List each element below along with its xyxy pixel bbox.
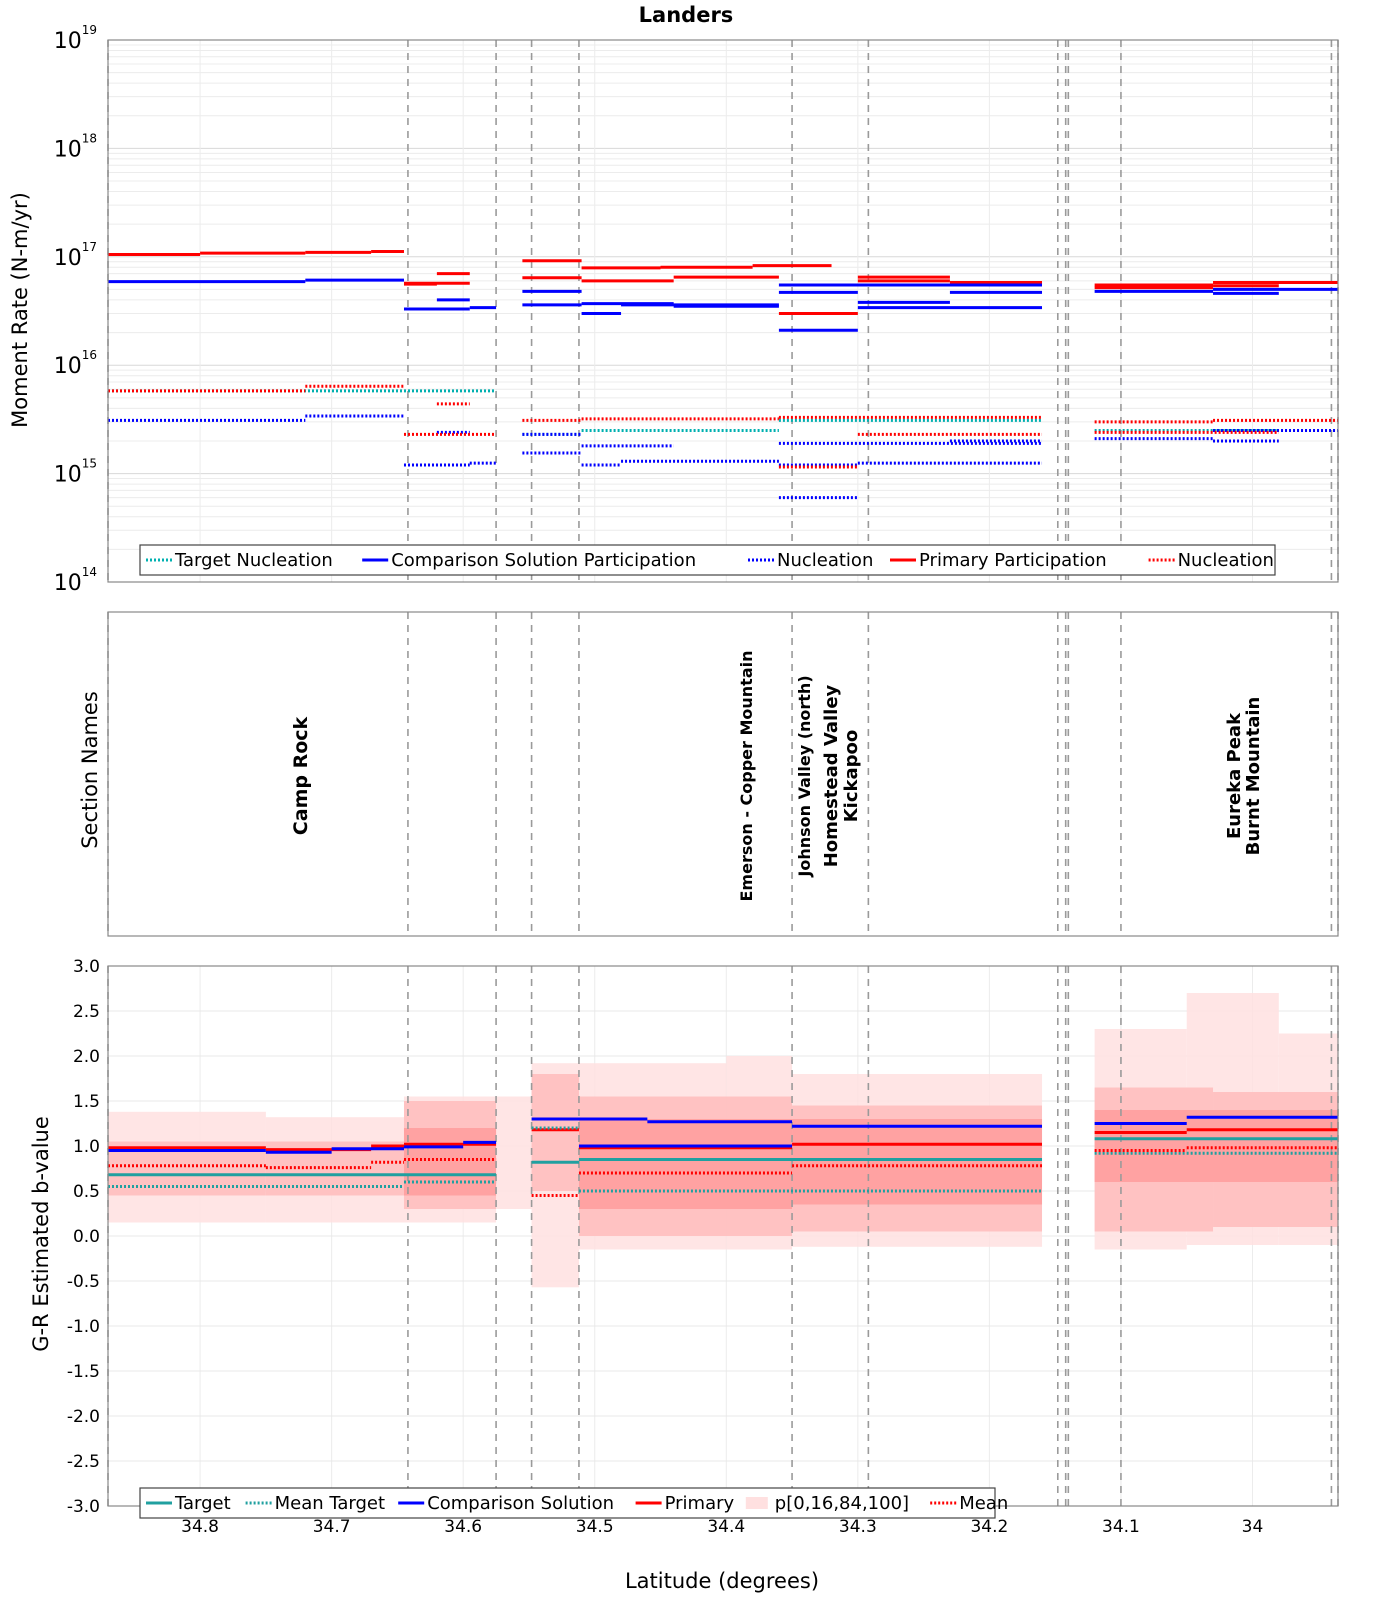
y-tick-label: 1015 bbox=[54, 457, 97, 488]
section-label: Camp Rock bbox=[290, 716, 312, 835]
percentile-band bbox=[1094, 1110, 1338, 1182]
percentile-band bbox=[578, 1119, 793, 1209]
y-tick-label: 1018 bbox=[54, 131, 97, 162]
y-tick-label: -1.0 bbox=[67, 1317, 100, 1337]
x-tick-label: 34.5 bbox=[576, 1517, 614, 1537]
y-tick-label: 1014 bbox=[54, 565, 97, 596]
x-tick-label: 34.3 bbox=[839, 1517, 877, 1537]
y-tick-label: 1.5 bbox=[73, 1092, 100, 1112]
b-value-legend bbox=[139, 1487, 996, 1519]
y-tick-label: 2.0 bbox=[73, 1047, 100, 1067]
legend-label: Primary Participation bbox=[919, 550, 1107, 571]
b-value-panel: 3.0 2.5 2.0 1.5 1.0 0.5 0.0 -0.5 -1.0 -1.5 -2.0 -2.… bbox=[67, 957, 1339, 1537]
panel-frame bbox=[107, 611, 1339, 937]
panel-frame bbox=[107, 39, 1339, 583]
x-tick-label: 34 bbox=[1242, 1517, 1264, 1537]
legend-label: Nucleation bbox=[1178, 550, 1274, 571]
y-tick-label: -2.0 bbox=[67, 1407, 100, 1427]
y-tick-label: 0.5 bbox=[73, 1182, 100, 1202]
section-label: Homestead Valley bbox=[821, 684, 842, 867]
x-tick-label: 34.7 bbox=[313, 1517, 351, 1537]
section-names-panel: Camp Rock Emerson - Copper Mountain Johnso… bbox=[107, 611, 1339, 937]
chart-title: Landers bbox=[639, 3, 734, 27]
section-label: Johnson Valley (north) bbox=[795, 675, 814, 877]
legend-label: Primary bbox=[665, 1493, 735, 1514]
b-value-ylabel: G-R Estimated b-value bbox=[29, 1116, 53, 1352]
y-tick-label: -1.5 bbox=[67, 1362, 100, 1382]
legend-label: Target Nucleation bbox=[174, 550, 333, 571]
moment-rate-ylabel: Moment Rate (N-m/yr) bbox=[8, 192, 32, 428]
x-axis-label: Latitude (degrees) bbox=[625, 1569, 819, 1593]
x-tick-label: 34.1 bbox=[1102, 1517, 1140, 1537]
x-tick-label: 34.8 bbox=[181, 1517, 219, 1537]
y-tick-label: -0.5 bbox=[67, 1272, 100, 1292]
legend-label: p[0,16,84,100] bbox=[775, 1493, 909, 1514]
x-tick-label: 34.4 bbox=[707, 1517, 745, 1537]
y-tick-label: 1019 bbox=[54, 23, 97, 54]
y-tick-label: 1017 bbox=[54, 240, 97, 271]
y-tick-label: 1016 bbox=[54, 348, 97, 379]
legend-label: Mean Target bbox=[275, 1493, 385, 1514]
y-tick-label: 3.0 bbox=[73, 957, 100, 977]
legend-label: Mean bbox=[959, 1493, 1008, 1514]
section-label: Emerson - Copper Mountain bbox=[737, 651, 756, 902]
percentile-band bbox=[403, 1128, 497, 1196]
y-tick-label: 0.0 bbox=[73, 1227, 100, 1247]
y-tick-label: -3.0 bbox=[67, 1497, 100, 1517]
x-tick-label: 34.2 bbox=[970, 1517, 1008, 1537]
moment-rate-legend bbox=[139, 544, 1276, 576]
percentile-band bbox=[496, 1096, 532, 1209]
section-label: Eureka Peak bbox=[1224, 712, 1245, 839]
legend-swatch bbox=[745, 1497, 768, 1509]
legend-label: Nucleation bbox=[777, 550, 873, 571]
section-names-ylabel: Section Names bbox=[78, 691, 102, 849]
section-label: Burnt Mountain bbox=[1243, 697, 1264, 856]
y-tick-label: -2.5 bbox=[67, 1452, 100, 1472]
percentile-band bbox=[531, 1074, 579, 1191]
legend-label: Target bbox=[174, 1493, 231, 1514]
x-tick-label: 34.6 bbox=[444, 1517, 482, 1537]
y-tick-label: 1.0 bbox=[73, 1137, 100, 1157]
y-tick-label: 2.5 bbox=[73, 1002, 100, 1022]
section-label: Kickapoo bbox=[841, 730, 862, 823]
legend-label: Comparison Solution bbox=[427, 1493, 614, 1514]
moment-rate-panel: 1014 1015 1016 1017 1018 1019 Target Nucleatio… bbox=[54, 23, 1339, 596]
legend-label: Comparison Solution Participation bbox=[391, 550, 696, 571]
